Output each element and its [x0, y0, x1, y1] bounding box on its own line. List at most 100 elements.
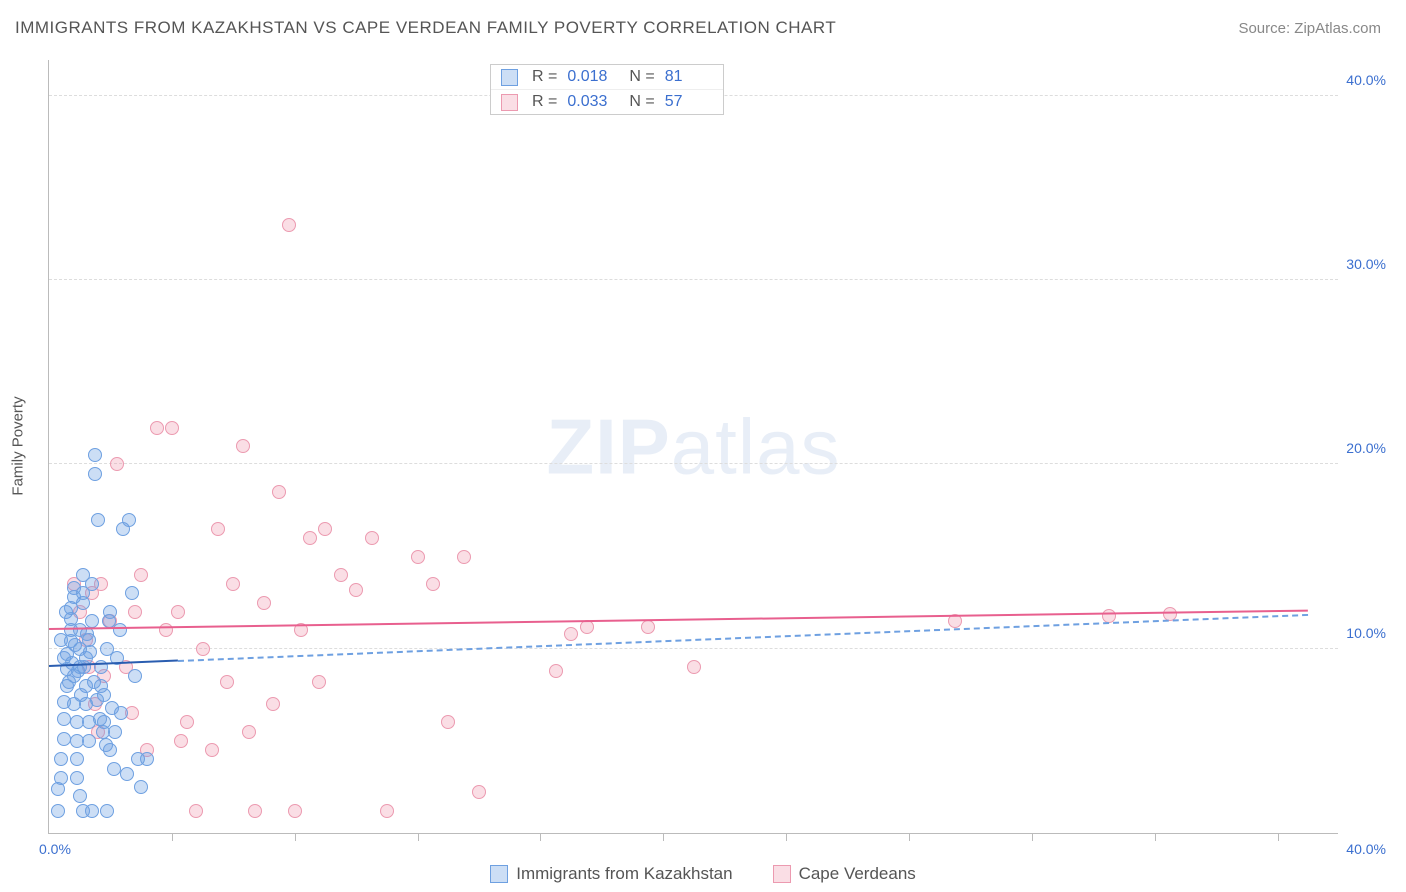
- scatter-point-series-b: [226, 577, 240, 591]
- scatter-point-series-b: [266, 697, 280, 711]
- y-tick-label: 30.0%: [1346, 256, 1386, 272]
- x-tick: [1155, 833, 1156, 841]
- scatter-point-series-b: [549, 664, 563, 678]
- legend-label-b: Cape Verdeans: [799, 864, 916, 884]
- stats-row-series-a: R = 0.018 N = 81: [491, 65, 723, 89]
- x-tick: [786, 833, 787, 841]
- scatter-point-series-a: [54, 771, 68, 785]
- scatter-point-series-a: [87, 675, 101, 689]
- scatter-point-series-b: [288, 804, 302, 818]
- scatter-point-series-b: [189, 804, 203, 818]
- scatter-point-series-b: [196, 642, 210, 656]
- scatter-point-series-a: [113, 623, 127, 637]
- scatter-point-series-a: [88, 467, 102, 481]
- scatter-point-series-a: [59, 605, 73, 619]
- x-tick: [909, 833, 910, 841]
- scatter-point-series-a: [85, 614, 99, 628]
- stats-row-series-b: R = 0.033 N = 57: [491, 89, 723, 114]
- scatter-point-series-a: [82, 734, 96, 748]
- scatter-point-series-b: [150, 421, 164, 435]
- stats-legend-box: R = 0.018 N = 81 R = 0.033 N = 57: [490, 64, 724, 115]
- legend-swatch-a: [490, 865, 508, 883]
- watermark-zip: ZIP: [546, 402, 670, 490]
- scatter-point-series-a: [85, 804, 99, 818]
- scatter-point-series-b: [211, 522, 225, 536]
- x-tick: [295, 833, 296, 841]
- scatter-point-series-a: [74, 688, 88, 702]
- scatter-point-series-a: [91, 513, 105, 527]
- scatter-point-series-b: [220, 675, 234, 689]
- scatter-point-series-a: [108, 725, 122, 739]
- scatter-point-series-b: [457, 550, 471, 564]
- n-value-b: 57: [665, 93, 713, 111]
- scatter-point-series-b: [174, 734, 188, 748]
- scatter-point-series-a: [54, 633, 68, 647]
- x-tick: [1278, 833, 1279, 841]
- chart-title: IMMIGRANTS FROM KAZAKHSTAN VS CAPE VERDE…: [15, 18, 836, 38]
- scatter-point-series-a: [105, 701, 119, 715]
- bottom-legend: Immigrants from Kazakhstan Cape Verdeans: [0, 864, 1406, 884]
- scatter-point-series-b: [687, 660, 701, 674]
- scatter-point-series-b: [312, 675, 326, 689]
- scatter-point-series-b: [248, 804, 262, 818]
- r-value-a: 0.018: [567, 68, 615, 86]
- scatter-point-series-b: [171, 605, 185, 619]
- gridline-h: [49, 648, 1338, 649]
- scatter-point-series-b: [441, 715, 455, 729]
- scatter-point-series-a: [107, 762, 121, 776]
- x-tick: [540, 833, 541, 841]
- scatter-point-series-b: [236, 439, 250, 453]
- scatter-point-series-b: [564, 627, 578, 641]
- n-label-b: N =: [629, 93, 654, 111]
- scatter-point-series-a: [51, 804, 65, 818]
- x-axis-max-label: 40.0%: [1346, 841, 1386, 857]
- x-tick: [1032, 833, 1033, 841]
- legend-swatch-b: [773, 865, 791, 883]
- x-tick: [172, 833, 173, 841]
- scatter-point-series-b: [180, 715, 194, 729]
- scatter-point-series-a: [85, 577, 99, 591]
- legend-label-a: Immigrants from Kazakhstan: [516, 864, 732, 884]
- scatter-point-series-a: [122, 513, 136, 527]
- scatter-point-series-b: [272, 485, 286, 499]
- legend-item-series-b: Cape Verdeans: [773, 864, 916, 884]
- source-attribution: Source: ZipAtlas.com: [1238, 20, 1381, 37]
- scatter-point-series-a: [70, 771, 84, 785]
- y-tick-label: 40.0%: [1346, 72, 1386, 88]
- scatter-point-series-b: [134, 568, 148, 582]
- scatter-point-series-a: [140, 752, 154, 766]
- scatter-point-series-b: [426, 577, 440, 591]
- scatter-point-series-a: [134, 780, 148, 794]
- gridline-h: [49, 279, 1338, 280]
- scatter-point-series-b: [242, 725, 256, 739]
- scatter-point-series-a: [125, 586, 139, 600]
- r-label-a: R =: [532, 68, 557, 86]
- watermark: ZIPatlas: [546, 401, 840, 492]
- scatter-point-series-a: [102, 614, 116, 628]
- scatter-point-series-b: [1102, 609, 1116, 623]
- y-tick-label: 20.0%: [1346, 440, 1386, 456]
- scatter-point-series-a: [54, 752, 68, 766]
- scatter-point-series-b: [282, 218, 296, 232]
- scatter-point-series-a: [128, 669, 142, 683]
- y-tick-label: 10.0%: [1346, 625, 1386, 641]
- scatter-point-series-a: [88, 448, 102, 462]
- scatter-point-series-b: [641, 620, 655, 634]
- scatter-point-series-b: [257, 596, 271, 610]
- x-axis-min-label: 0.0%: [39, 841, 71, 857]
- n-value-a: 81: [665, 68, 713, 86]
- scatter-point-series-b: [318, 522, 332, 536]
- gridline-h: [49, 463, 1338, 464]
- scatter-point-series-b: [334, 568, 348, 582]
- scatter-point-series-a: [90, 693, 104, 707]
- y-axis-title: Family Poverty: [10, 396, 27, 495]
- scatter-point-series-a: [68, 638, 82, 652]
- x-tick: [663, 833, 664, 841]
- scatter-point-series-b: [128, 605, 142, 619]
- scatter-point-series-a: [120, 767, 134, 781]
- r-value-b: 0.033: [567, 93, 615, 111]
- swatch-series-b: [501, 94, 518, 111]
- correlation-chart: IMMIGRANTS FROM KAZAKHSTAN VS CAPE VERDE…: [0, 0, 1406, 892]
- legend-item-series-a: Immigrants from Kazakhstan: [490, 864, 732, 884]
- scatter-point-series-b: [165, 421, 179, 435]
